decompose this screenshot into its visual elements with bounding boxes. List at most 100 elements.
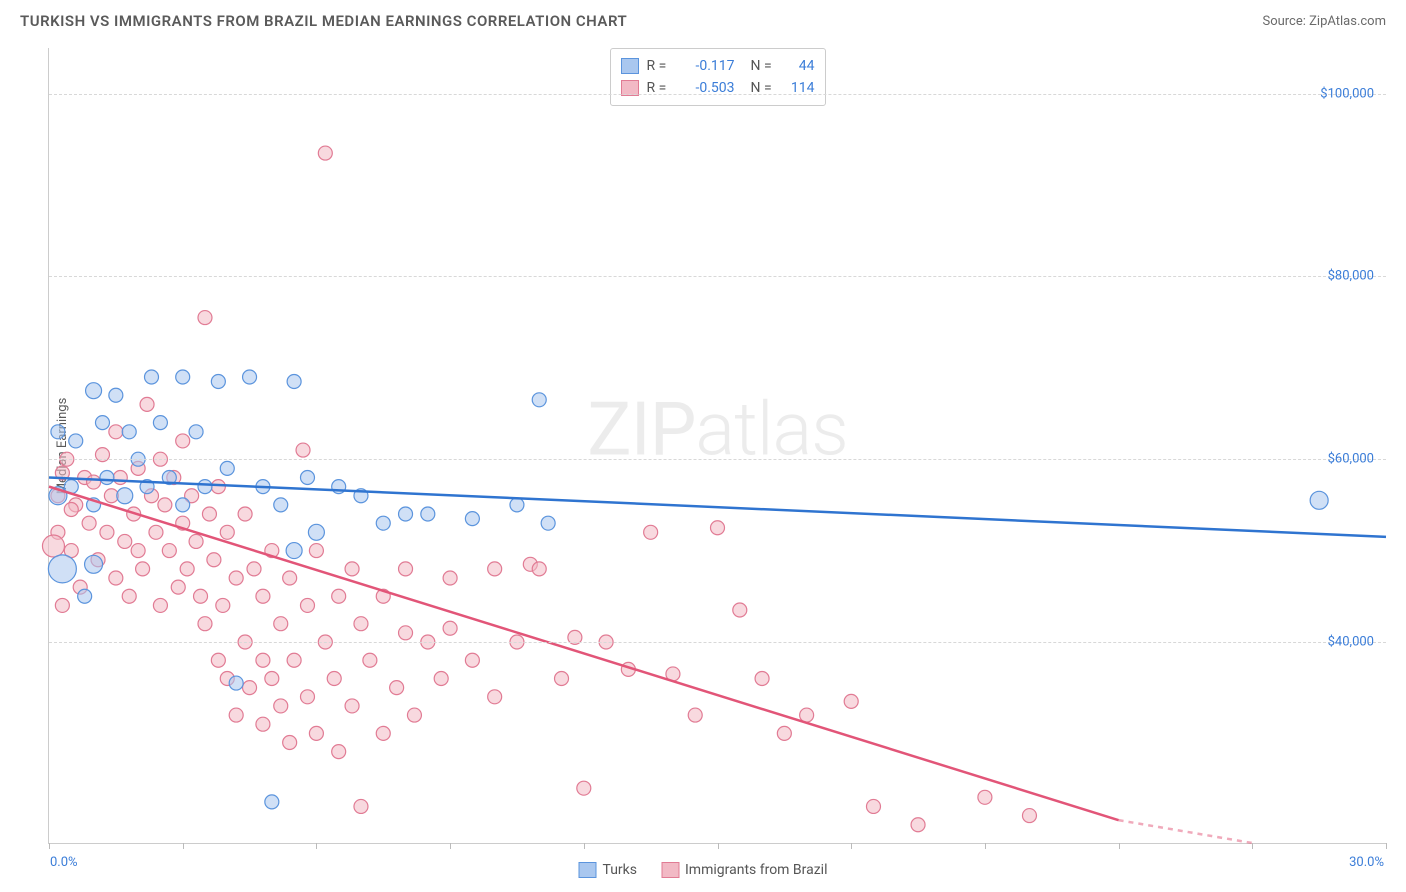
- scatter-point: [399, 562, 413, 576]
- x-tick: [1252, 843, 1253, 849]
- scatter-point: [711, 521, 725, 535]
- scatter-point: [207, 553, 221, 567]
- legend-label: Turks: [603, 862, 638, 878]
- scatter-point: [265, 672, 279, 686]
- x-tick: [316, 843, 317, 849]
- scatter-point: [64, 502, 78, 516]
- scatter-point: [229, 676, 243, 690]
- scatter-point: [376, 516, 390, 530]
- n-value: 114: [785, 77, 815, 99]
- scatter-point: [308, 524, 324, 540]
- scatter-point: [95, 416, 109, 430]
- scatter-point: [149, 525, 163, 539]
- scatter-point: [87, 475, 101, 489]
- scatter-point: [82, 516, 96, 530]
- scatter-point: [488, 562, 502, 576]
- scatter-point: [180, 562, 194, 576]
- scatter-point: [153, 416, 167, 430]
- scatter-point: [1022, 809, 1036, 823]
- scatter-point: [443, 621, 457, 635]
- scatter-point: [300, 470, 314, 484]
- scatter-point: [541, 516, 555, 530]
- scatter-point: [274, 699, 288, 713]
- scatter-point: [238, 507, 252, 521]
- scatter-point: [332, 589, 346, 603]
- scatter-point: [247, 562, 261, 576]
- scatter-point: [300, 598, 314, 612]
- scatter-point: [109, 571, 123, 585]
- scatter-point: [158, 498, 172, 512]
- x-tick: [183, 843, 184, 849]
- n-value: 44: [785, 55, 815, 77]
- r-value: -0.503: [681, 77, 735, 99]
- scatter-point: [220, 525, 234, 539]
- scatter-point: [844, 694, 858, 708]
- scatter-point: [78, 589, 92, 603]
- scatter-point: [287, 375, 301, 389]
- x-tick: [1386, 843, 1387, 849]
- scatter-point: [211, 375, 225, 389]
- scatter-point: [688, 708, 702, 722]
- x-tick: [49, 843, 50, 849]
- scatter-point: [69, 434, 83, 448]
- scatter-point: [300, 690, 314, 704]
- scatter-point: [243, 681, 257, 695]
- legend-item: Turks: [579, 862, 638, 878]
- scatter-point: [211, 653, 225, 667]
- scatter-point: [644, 525, 658, 539]
- scatter-point: [318, 146, 332, 160]
- scatter-point: [390, 681, 404, 695]
- correlation-row: R =-0.117N =44: [621, 55, 815, 77]
- gridline: [49, 459, 1386, 460]
- x-tick: [450, 843, 451, 849]
- regression-line-ext: [1119, 820, 1253, 843]
- scatter-point: [465, 653, 479, 667]
- r-value: -0.117: [681, 55, 735, 77]
- regression-line: [49, 487, 1119, 821]
- scatter-point: [113, 470, 127, 484]
- scatter-point: [109, 388, 123, 402]
- scatter-point: [978, 790, 992, 804]
- n-label: N =: [751, 55, 777, 77]
- scatter-point: [189, 534, 203, 548]
- scatter-point: [443, 571, 457, 585]
- legend-label: Immigrants from Brazil: [685, 862, 828, 878]
- scatter-point: [85, 555, 103, 573]
- scatter-point: [176, 370, 190, 384]
- scatter-point: [488, 690, 502, 704]
- scatter-point: [109, 425, 123, 439]
- r-label: R =: [647, 77, 673, 99]
- y-tick-label: $40,000: [1328, 634, 1374, 649]
- source-label: Source: ZipAtlas.com: [1262, 14, 1386, 29]
- correlation-row: R =-0.503N =114: [621, 77, 815, 99]
- scatter-point: [407, 708, 421, 722]
- scatter-point: [283, 571, 297, 585]
- scatter-point: [86, 383, 102, 399]
- legend-swatch: [621, 58, 639, 74]
- scatter-point: [265, 795, 279, 809]
- scatter-point: [399, 626, 413, 640]
- scatter-point: [198, 480, 212, 494]
- scatter-point: [100, 525, 114, 539]
- scatter-point: [434, 672, 448, 686]
- scatter-point: [118, 534, 132, 548]
- scatter-point: [354, 799, 368, 813]
- gridline: [49, 94, 1386, 95]
- scatter-point: [296, 443, 310, 457]
- scatter-point: [555, 672, 569, 686]
- scatter-point: [122, 589, 136, 603]
- legend-swatch: [579, 862, 597, 878]
- scatter-point: [55, 598, 69, 612]
- scatter-point: [465, 512, 479, 526]
- scatter-point: [131, 544, 145, 558]
- scatter-point: [345, 562, 359, 576]
- gridline: [49, 276, 1386, 277]
- scatter-point: [48, 555, 76, 583]
- scatter-point: [243, 370, 257, 384]
- scatter-point: [198, 311, 212, 325]
- scatter-point: [100, 470, 114, 484]
- scatter-point: [376, 726, 390, 740]
- scatter-point: [327, 672, 341, 686]
- legend-item: Immigrants from Brazil: [661, 862, 828, 878]
- scatter-point: [140, 397, 154, 411]
